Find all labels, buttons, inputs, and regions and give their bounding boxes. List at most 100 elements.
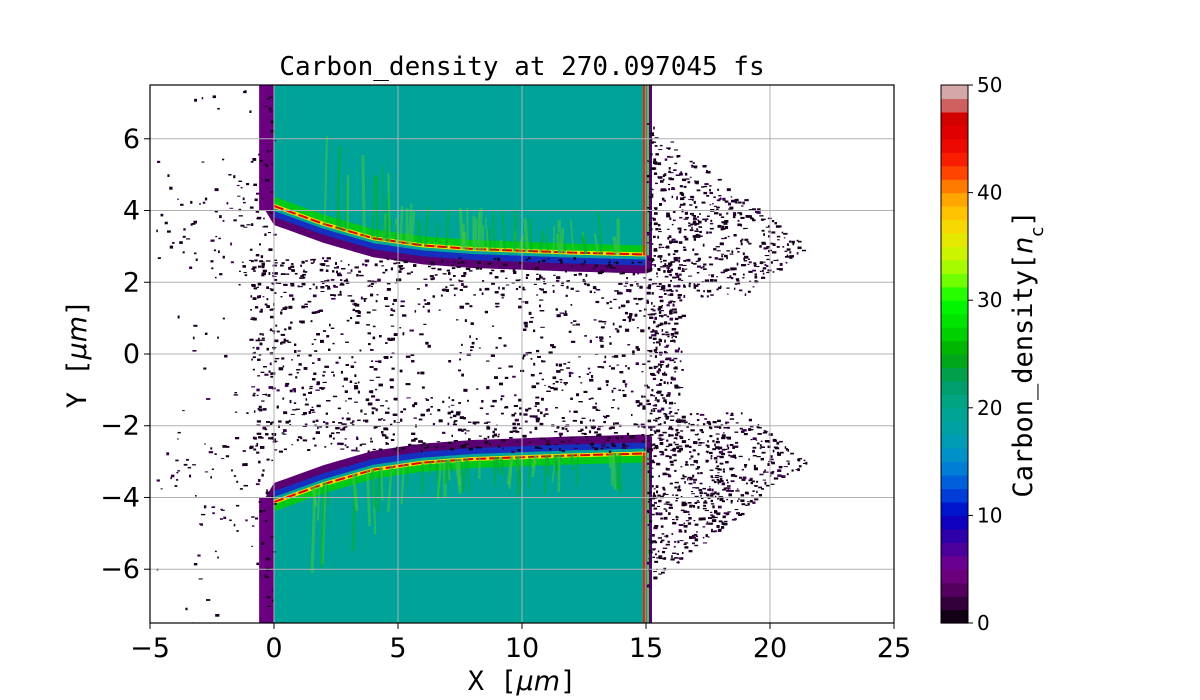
plasma-speck	[732, 215, 736, 219]
plasma-speck	[385, 269, 388, 272]
plasma-speck	[777, 225, 782, 228]
plasma-speck	[418, 418, 423, 421]
plasma-speck	[378, 418, 382, 421]
plasma-speck	[275, 440, 278, 442]
plasma-speck	[192, 464, 196, 466]
plasma-speck	[751, 217, 754, 221]
plasma-speck	[667, 270, 672, 273]
plasma-speck	[314, 350, 318, 352]
plasma-speck	[648, 551, 653, 554]
plasma-speck	[571, 265, 573, 267]
plasma-speck	[679, 206, 681, 208]
plasma-speck	[696, 500, 700, 502]
plasma-speck	[385, 342, 388, 344]
plasma-speck	[370, 390, 374, 394]
plasma-speck	[702, 526, 706, 528]
plasma-speck	[255, 339, 260, 342]
plasma-speck	[384, 297, 388, 300]
filament-streak	[436, 460, 443, 500]
plasma-speck	[703, 504, 707, 507]
plasma-speck	[668, 265, 672, 267]
plasma-speck	[712, 448, 716, 451]
plasma-speck	[580, 263, 585, 266]
plasma-speck	[546, 390, 551, 392]
plasma-speck	[674, 317, 679, 321]
plasma-speck	[307, 449, 311, 451]
plasma-speck	[340, 428, 343, 431]
plasma-speck	[515, 431, 520, 433]
plasma-speck	[498, 337, 502, 340]
plasma-speck	[553, 387, 558, 391]
plasma-speck	[313, 338, 317, 341]
plasma-speck	[657, 537, 662, 539]
plasma-speck	[640, 298, 644, 300]
plasma-speck	[651, 260, 654, 263]
plasma-speck	[419, 333, 424, 336]
plasma-speck	[512, 430, 516, 433]
plasma-speck	[662, 189, 667, 191]
plasma-speck	[659, 322, 664, 326]
plasma-speck	[665, 445, 670, 448]
plasma-speck	[655, 512, 658, 516]
plasma-speck	[719, 197, 722, 200]
plasma-speck	[604, 416, 608, 419]
plasma-speck	[693, 238, 696, 241]
plasma-speck	[271, 282, 274, 285]
plasma-speck	[253, 448, 257, 451]
plasma-speck	[650, 138, 653, 141]
plasma-speck	[796, 252, 799, 255]
plasma-speck	[613, 298, 617, 301]
plasma-speck	[341, 268, 346, 270]
plasma-speck	[663, 199, 666, 202]
plasma-speck	[714, 516, 718, 519]
plasma-speck	[288, 326, 292, 330]
plasma-speck	[329, 323, 331, 327]
plasma-speck	[427, 302, 431, 305]
plasma-speck	[452, 414, 457, 418]
plasma-speck	[672, 301, 676, 303]
plasma-speck	[694, 523, 699, 526]
plasma-speck	[661, 452, 665, 456]
plasma-speck	[366, 311, 371, 314]
plasma-speck	[392, 413, 398, 416]
plasma-speck	[314, 444, 317, 447]
plasma-speck	[585, 273, 588, 277]
plasma-speck	[653, 419, 656, 421]
plasma-speck	[703, 492, 707, 495]
plasma-speck	[721, 271, 725, 274]
plasma-speck	[650, 167, 655, 170]
plasma-speck	[433, 445, 436, 448]
plasma-speck	[430, 406, 433, 408]
plasma-speck	[265, 165, 268, 168]
plasma-speck	[769, 242, 774, 245]
plasma-speck	[757, 208, 761, 211]
plasma-speck	[509, 430, 513, 433]
plasma-speck	[708, 274, 711, 276]
plasma-speck	[425, 341, 429, 345]
filament-streak	[554, 454, 559, 471]
plasma-speck	[587, 367, 591, 370]
plasma-speck	[715, 440, 720, 444]
plasma-speck	[669, 172, 674, 174]
plasma-speck	[733, 287, 736, 290]
plasma-speck	[270, 375, 274, 378]
plasma-speck	[487, 435, 490, 439]
plasma-speck	[672, 449, 675, 451]
plasma-speck	[713, 196, 716, 198]
plasma-speck	[578, 272, 582, 276]
plasma-speck	[448, 406, 451, 408]
plasma-speck	[344, 390, 348, 393]
plasma-speck	[294, 350, 297, 353]
plasma-speck	[312, 437, 316, 440]
filament-streak	[477, 212, 480, 251]
plasma-speck	[332, 421, 335, 423]
plasma-speck	[312, 294, 317, 298]
plasma-speck	[322, 374, 325, 377]
plasma-speck	[756, 490, 758, 493]
plasma-speck	[707, 488, 710, 491]
plasma-speck	[356, 436, 358, 438]
filament-streak	[370, 468, 377, 508]
plasma-speck	[489, 443, 492, 446]
plasma-speck	[674, 486, 678, 489]
